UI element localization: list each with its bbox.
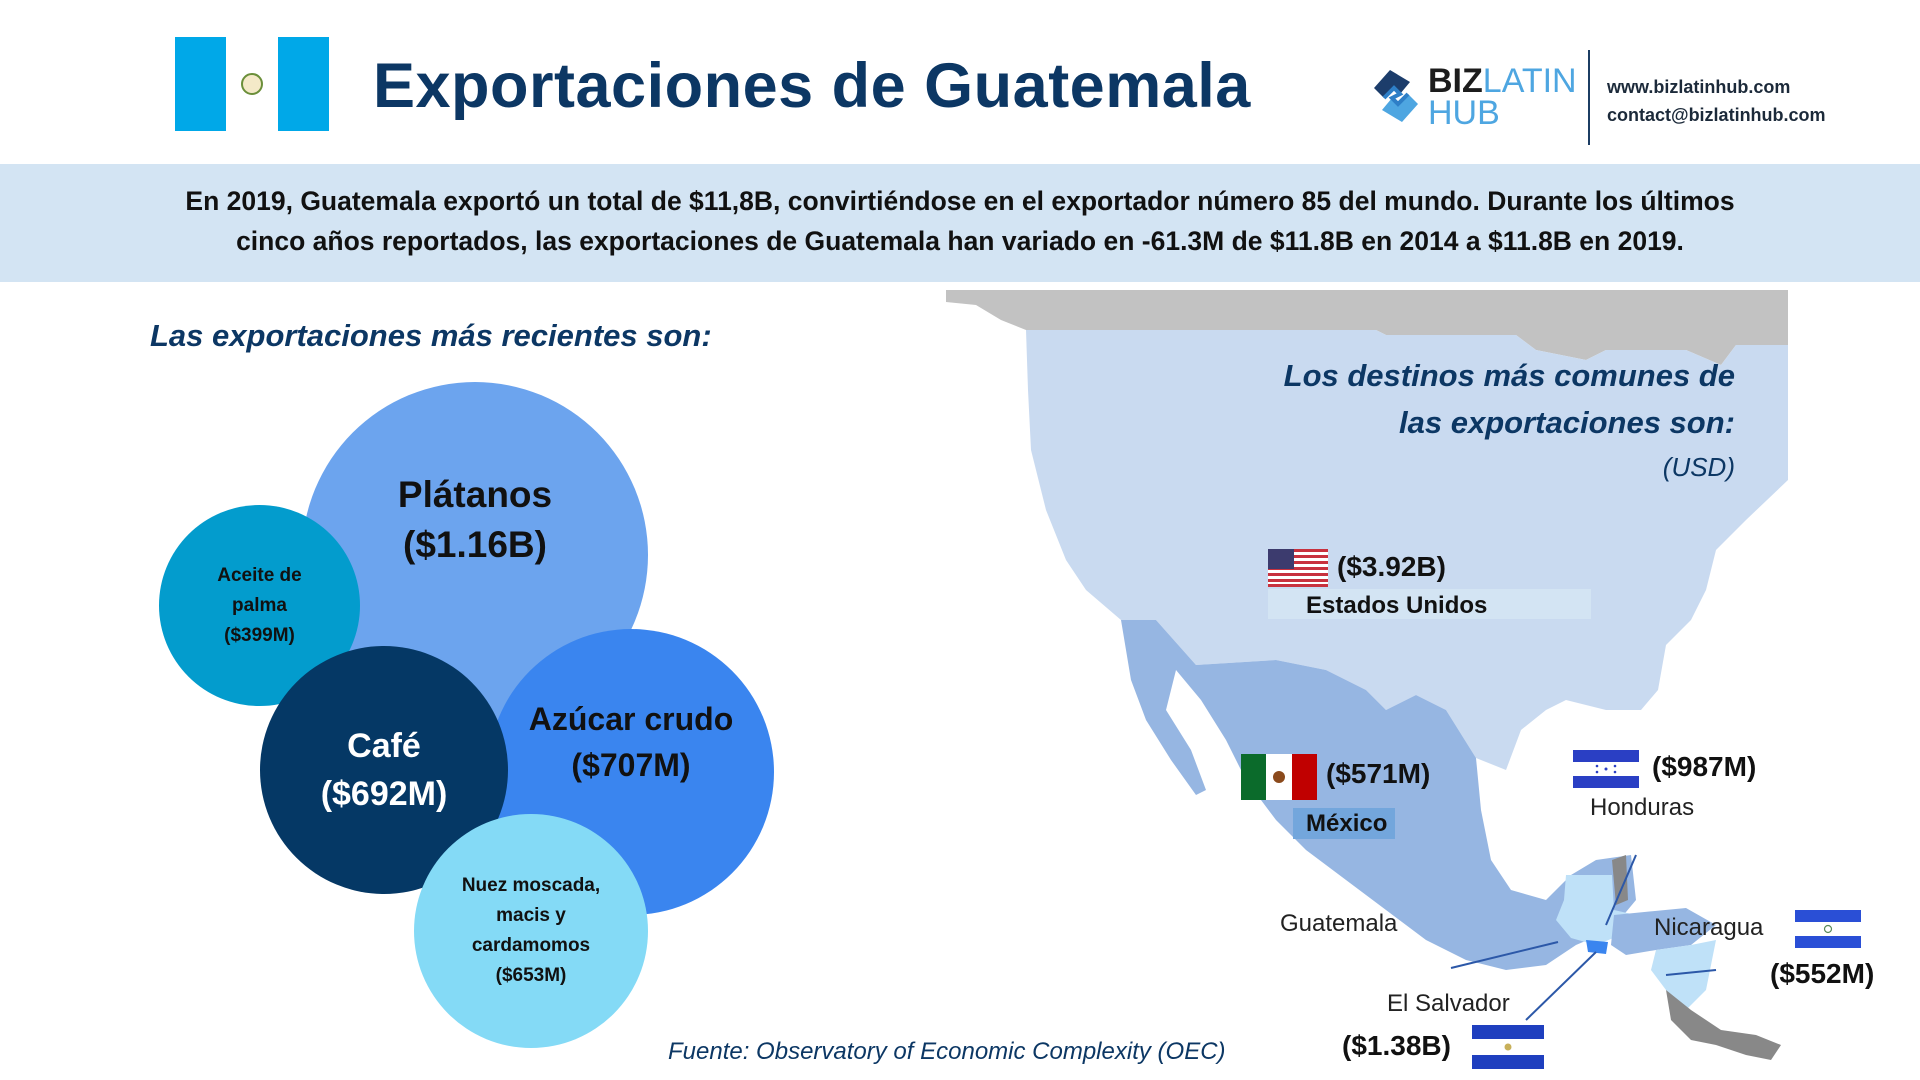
destinations-heading-line-1: Los destinos más comunes de xyxy=(1283,358,1735,393)
bubble-value: ($653M) xyxy=(495,965,567,986)
guatemala-flag xyxy=(175,37,329,131)
bubble-label: Plátanos xyxy=(397,474,553,515)
honduras-value: ($987M) xyxy=(1652,751,1757,782)
bubble-label: Nuez moscada, xyxy=(461,875,601,896)
elsalvador-value: ($1.38B) xyxy=(1342,1030,1451,1061)
honduras-label: Honduras xyxy=(1590,794,1695,821)
bubble-value: ($707M) xyxy=(571,747,691,783)
website-link[interactable]: www.bizlatinhub.com xyxy=(1607,77,1791,97)
exports-heading: Las exportaciones más recientes son: xyxy=(150,318,712,353)
elsalvador-flag-icon xyxy=(1472,1025,1544,1069)
flag-band-center xyxy=(226,37,278,131)
summary-line-2: cinco años reportados, las exportaciones… xyxy=(236,226,1684,256)
bizlatinhub-logo[interactable]: BIZLATIN HUB xyxy=(1370,64,1577,132)
mexico-label-bg xyxy=(1293,808,1395,839)
flag-band-left xyxy=(175,37,227,131)
usa-label-bg xyxy=(1268,589,1591,619)
mexico-region xyxy=(1121,620,1636,970)
nicaragua-region xyxy=(1651,940,1716,1010)
bubble-label: Azúcar crudo xyxy=(528,701,734,737)
elsalvador-region xyxy=(1586,940,1608,954)
bubble-label: Aceite de xyxy=(217,564,302,586)
bubble-value: ($399M) xyxy=(224,624,295,646)
logo-mark-icon xyxy=(1374,70,1418,122)
nicaragua-value: ($552M) xyxy=(1770,958,1875,989)
header-divider xyxy=(1588,50,1590,145)
mexico-value: ($571M) xyxy=(1326,758,1431,789)
coat-of-arms-icon xyxy=(240,73,263,95)
bubble-value: ($692M) xyxy=(320,775,448,813)
flag-band-right xyxy=(277,37,329,131)
usa-value: ($3.92B) xyxy=(1337,551,1446,582)
north-america-map xyxy=(946,290,1788,1060)
bubble-aceite-de-palma: Aceite de palma ($399M) xyxy=(159,505,360,706)
mexico-flag-icon xyxy=(1241,754,1317,800)
logo-biz: BIZ xyxy=(1428,62,1483,100)
canada-region xyxy=(946,290,1788,365)
guatemala-label: Guatemala xyxy=(1280,910,1398,937)
usa-region xyxy=(1026,330,1788,770)
costarica-panama-region xyxy=(1666,990,1781,1060)
bubble-nuez-moscada: Nuez moscada, macis y cardamomos ($653M) xyxy=(414,814,648,1048)
usa-label: Estados Unidos xyxy=(1306,592,1488,619)
bubble-label: palma xyxy=(232,594,287,616)
page-title: Exportaciones de Guatemala xyxy=(373,51,1251,121)
currency-unit: (USD) xyxy=(1662,452,1735,482)
summary-band xyxy=(0,164,1920,282)
usa-flag-icon xyxy=(1268,549,1328,587)
contact-block: www.bizlatinhub.com contact@bizlatinhub.… xyxy=(1607,73,1826,129)
bubble-label: cardamomos xyxy=(471,935,591,956)
honduras-flag-icon xyxy=(1573,750,1639,788)
belize-region xyxy=(1612,855,1628,905)
honduras-region xyxy=(1611,908,1716,955)
bubble-label: Café xyxy=(347,727,421,765)
bubble-value: ($1.16B) xyxy=(403,524,547,565)
summary-line-1: En 2019, Guatemala exportó un total de $… xyxy=(185,186,1735,216)
nicaragua-label: Nicaragua xyxy=(1654,914,1764,941)
mexico-label: México xyxy=(1306,810,1388,837)
email-link[interactable]: contact@bizlatinhub.com xyxy=(1607,105,1826,125)
logo-hub: HUB xyxy=(1428,94,1500,132)
destinations-heading-line-2: las exportaciones son: xyxy=(1399,405,1735,440)
bubble-label: macis y xyxy=(496,905,566,926)
source-citation: Fuente: Observatory of Economic Complexi… xyxy=(668,1038,1226,1065)
destinations-heading: Los destinos más comunes de las exportac… xyxy=(1160,352,1735,446)
nicaragua-flag-icon xyxy=(1795,910,1861,948)
elsalvador-label: El Salvador xyxy=(1387,990,1510,1017)
summary-text: En 2019, Guatemala exportó un total de $… xyxy=(40,181,1880,261)
logo-text-top: BIZLATIN xyxy=(1428,64,1577,98)
logo-latin: LATIN xyxy=(1482,62,1577,100)
